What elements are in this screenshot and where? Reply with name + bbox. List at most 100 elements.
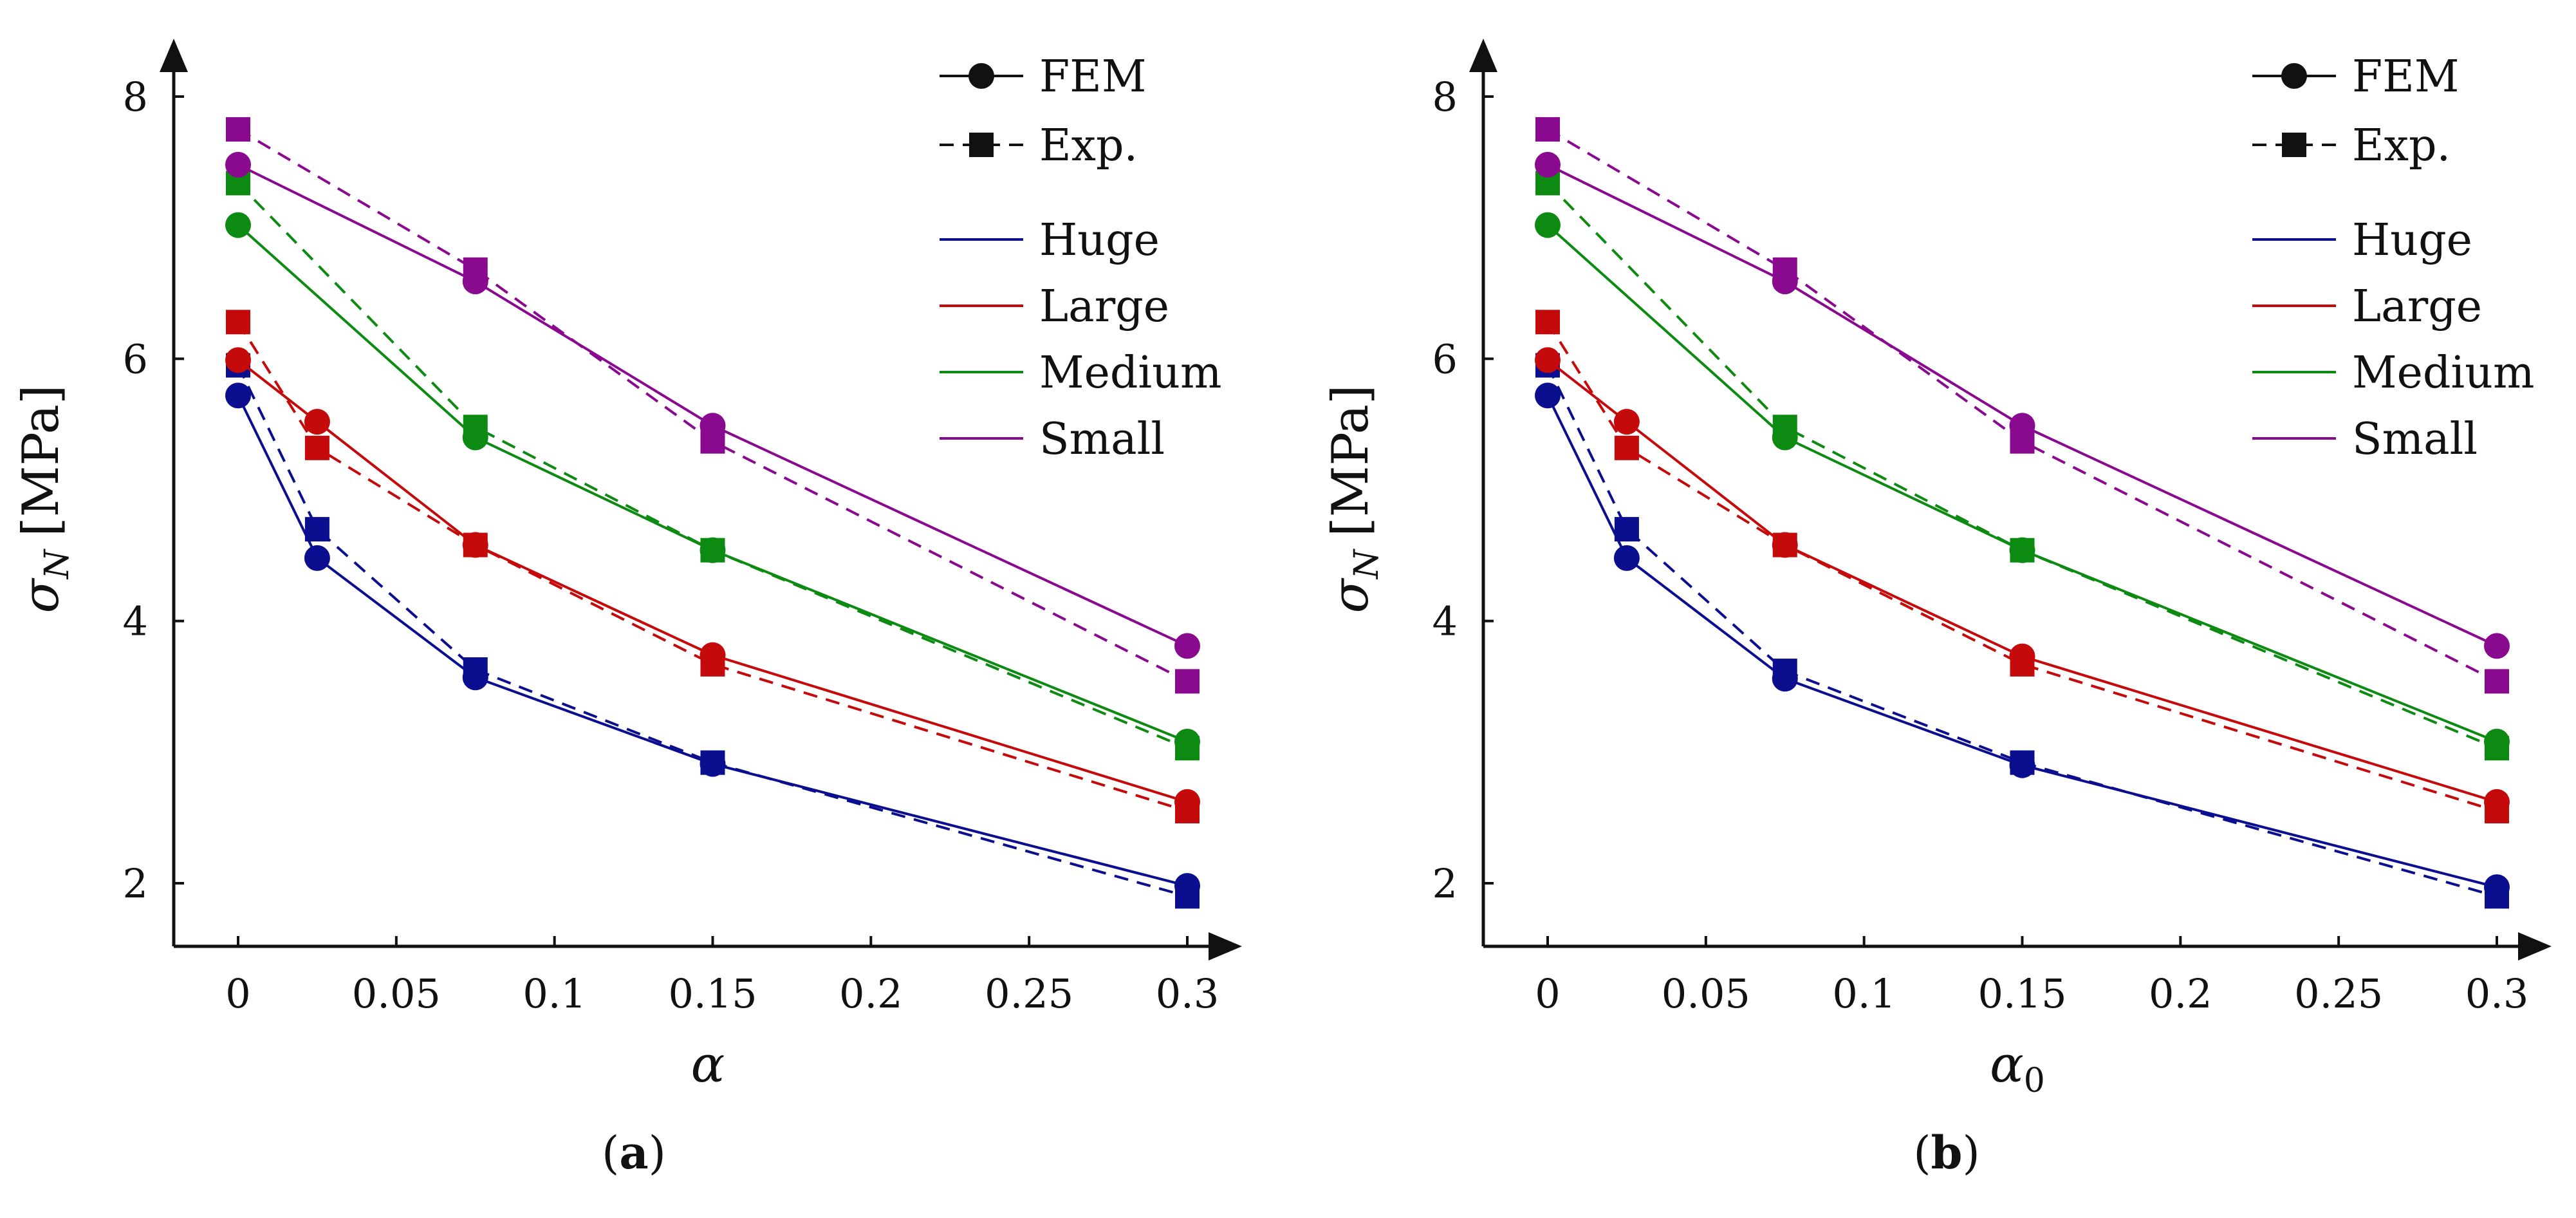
y-tick-label: 6 <box>123 335 148 382</box>
x-tick-label: 0.2 <box>2149 970 2212 1017</box>
chart-panel-b: 0 0.05 0.1 0.15 0.2 0.25 0.3 2 4 6 8 α0 σN [MPa] FEM Ex… <box>1322 39 2552 1179</box>
y-tick-label: 4 <box>1432 598 1458 645</box>
data-point-medium-exp <box>2010 538 2035 563</box>
y-tick-label: 2 <box>123 860 148 907</box>
x-tick-label: 0.1 <box>1832 970 1896 1017</box>
series-line-small-exp <box>237 128 1188 683</box>
x-tick-label: 0.1 <box>523 970 586 1017</box>
y-axis-label-symbol: σ <box>1322 577 1380 613</box>
data-point-small-exp <box>700 429 725 454</box>
y-axis-label-sub: N <box>38 548 77 580</box>
x-tick-label: 0.15 <box>1978 970 2066 1017</box>
data-point-large-exp <box>2485 798 2509 823</box>
data-point-large-fem <box>1535 347 1561 373</box>
series-line-huge-fem <box>1546 395 2497 889</box>
x-tick-label: 0.25 <box>985 970 1073 1017</box>
x-tick-label: 0.05 <box>1662 970 1750 1017</box>
series-line-small-fem <box>237 164 1188 648</box>
series-line-huge-exp <box>237 364 1188 898</box>
data-point-small-fem <box>1535 151 1561 178</box>
data-point-small-exp <box>463 257 488 282</box>
legend-exp-marker <box>969 133 994 157</box>
chart-panel-a: 0 0.05 0.1 0.15 0.2 0.25 0.3 2 4 6 8 α σN [MPa] FEM Exp… <box>12 39 1242 1179</box>
legend-medium-label: Medium <box>1039 348 1221 398</box>
y-tick-label: 6 <box>1432 335 1458 382</box>
legend-small-label: Small <box>1039 414 1165 465</box>
data-point-small-exp <box>1772 257 1797 282</box>
legend-exp-label: Exp. <box>1039 120 1138 171</box>
data-point-large-exp <box>304 435 329 460</box>
data-point-huge-fem <box>225 382 251 409</box>
y-axis-label: σN [MPa] <box>12 385 77 614</box>
y-axis-label-symbol: σ <box>12 577 70 613</box>
data-point-medium-fem <box>1535 212 1561 238</box>
legend-fem-marker <box>968 63 994 89</box>
data-point-large-fem <box>1613 409 1640 435</box>
legend-medium-label: Medium <box>2352 348 2534 398</box>
legend-huge-label: Huge <box>1039 215 1160 266</box>
x-tick-label: 0 <box>1535 970 1560 1017</box>
data-point-huge-exp <box>463 657 488 682</box>
data-point-small-fem <box>225 151 251 178</box>
data-point-large-exp <box>226 310 250 335</box>
x-tick-label: 0.3 <box>2465 970 2529 1017</box>
series-line-medium-fem <box>237 224 1188 743</box>
y-axis-label-unit: [MPa] <box>12 385 70 537</box>
legend-fem-marker <box>2281 63 2307 89</box>
series-line-small-fem <box>1547 164 2497 648</box>
data-point-huge-exp <box>700 750 725 775</box>
x-axis-label: α <box>691 1036 725 1094</box>
legend-fem-label: FEM <box>2352 52 2459 102</box>
y-tick-label: 8 <box>123 73 148 120</box>
x-tick-label: 0.3 <box>1156 970 1219 1017</box>
data-point-medium-exp <box>1175 736 1200 761</box>
y-axis-arrow <box>1469 39 1497 72</box>
data-point-large-exp <box>700 651 725 677</box>
data-point-small-exp <box>1175 669 1200 694</box>
series-line-small-exp <box>1546 128 2497 683</box>
y-axis-arrow <box>160 39 188 72</box>
data-point-medium-exp <box>700 538 725 563</box>
y-tick-label: 8 <box>1432 73 1458 120</box>
series-line-medium-exp <box>237 182 1188 750</box>
data-point-medium-exp <box>1772 415 1797 440</box>
legend-huge-label: Huge <box>2352 215 2472 266</box>
data-point-medium-exp <box>463 415 488 440</box>
data-point-medium-fem <box>225 212 251 238</box>
data-point-huge-exp <box>2010 750 2035 775</box>
series-line-huge-fem <box>237 395 1188 888</box>
y-tick-label: 4 <box>123 598 148 645</box>
caption-a: (a) <box>602 1126 666 1179</box>
data-point-large-fem <box>304 409 330 435</box>
series-line-medium-exp <box>1546 182 2497 750</box>
legend-small-label: Small <box>2352 414 2478 465</box>
data-point-huge-exp <box>304 517 329 542</box>
data-point-large-exp <box>1535 310 1560 335</box>
data-point-small-fem <box>1174 633 1200 659</box>
data-point-huge-exp <box>1772 659 1797 684</box>
data-point-medium-exp <box>2485 736 2509 761</box>
x-axis-label: α0 <box>1990 1036 2045 1100</box>
caption-b: (b) <box>1913 1126 1980 1179</box>
data-point-large-fem <box>225 347 251 373</box>
data-point-small-exp <box>2010 429 2035 454</box>
data-point-small-exp <box>2485 669 2509 694</box>
data-point-huge-exp <box>1614 517 1639 542</box>
data-point-small-exp <box>226 117 250 142</box>
legend-exp-label: Exp. <box>2352 120 2451 171</box>
y-tick-label: 2 <box>1432 860 1458 907</box>
series-line-medium-fem <box>1546 224 2497 743</box>
data-point-large-exp <box>2010 651 2035 677</box>
data-point-huge-exp <box>1175 884 1200 909</box>
data-point-small-fem <box>2484 633 2510 659</box>
legend-large-label: Large <box>2352 281 2482 332</box>
x-tick-label: 0 <box>225 970 250 1017</box>
data-point-huge-fem <box>304 545 330 571</box>
data-point-huge-fem <box>1535 382 1561 409</box>
x-tick-label: 0.15 <box>668 970 757 1017</box>
x-tick-label: 0.2 <box>839 970 903 1017</box>
x-tick-label: 0.25 <box>2294 970 2383 1017</box>
data-point-large-exp <box>1772 532 1797 557</box>
legend-fem-label: FEM <box>1039 52 1146 102</box>
